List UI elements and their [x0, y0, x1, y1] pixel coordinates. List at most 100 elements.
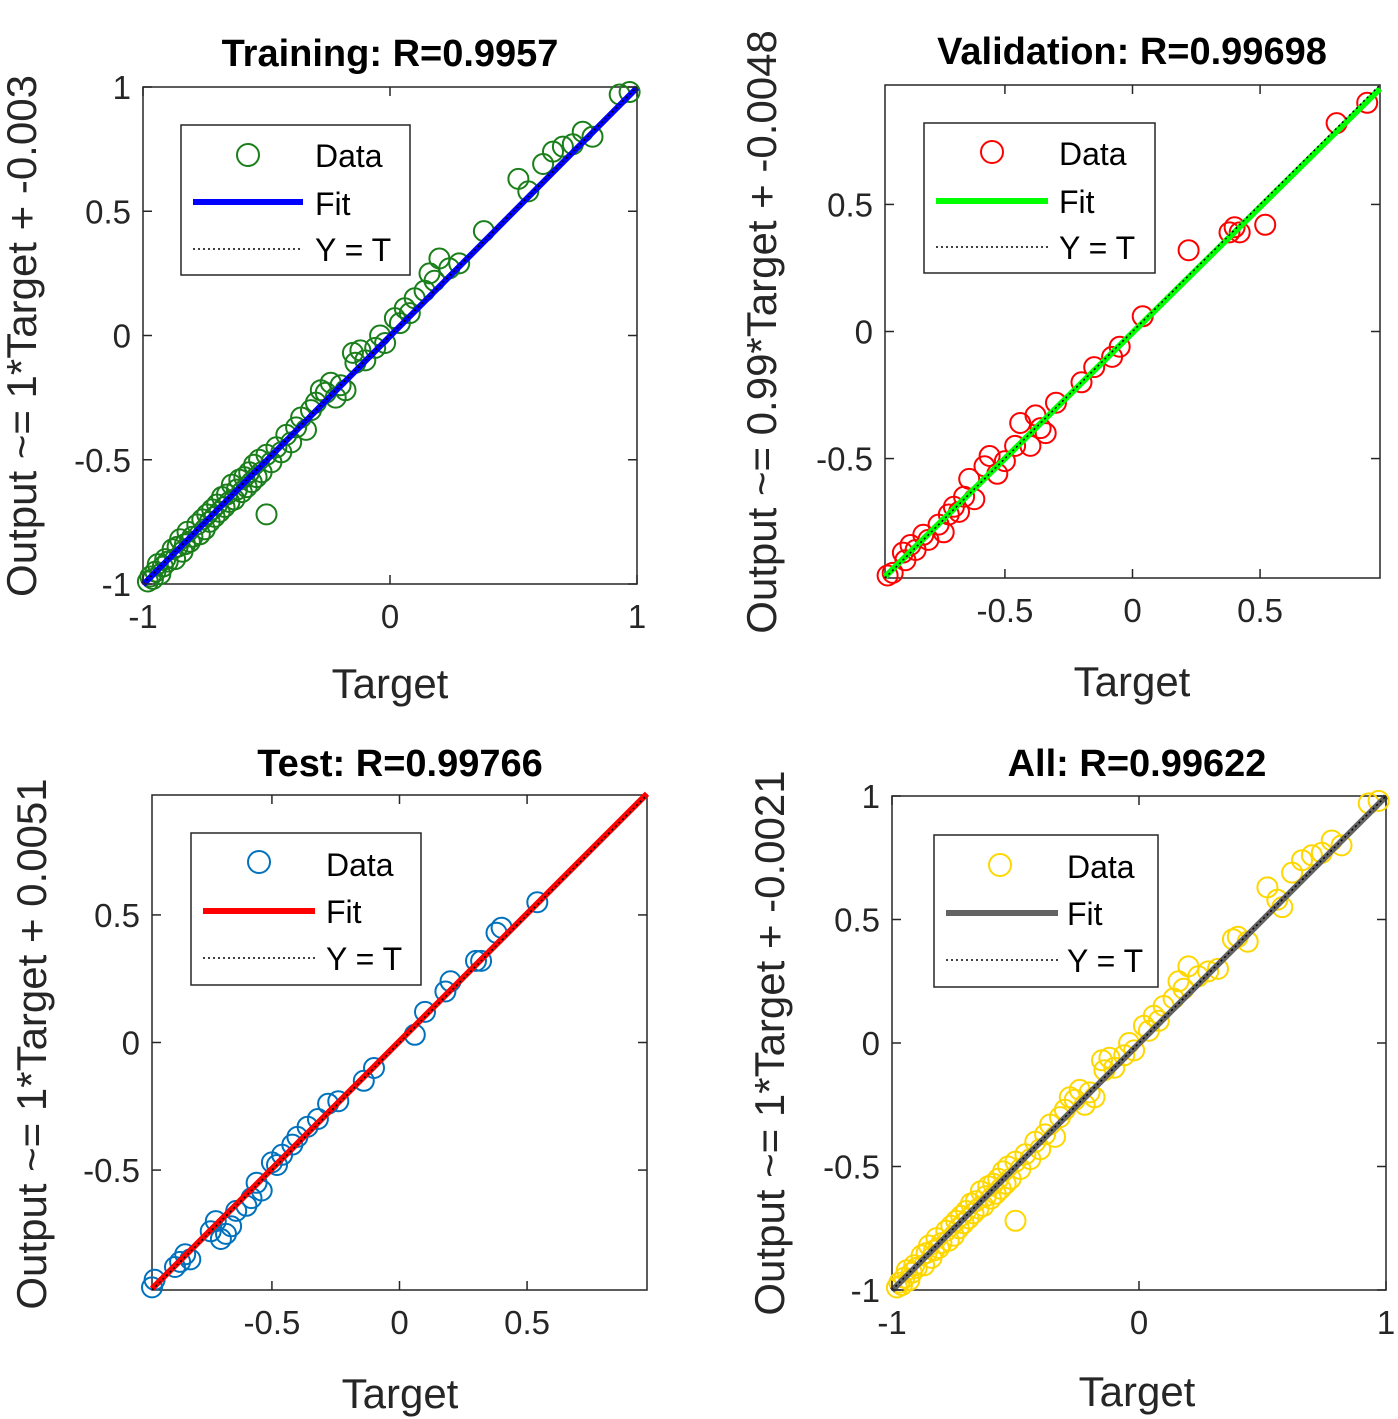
x-tick-marks — [1004, 85, 1261, 578]
data-point — [1070, 371, 1093, 394]
y-tick-label: -0.5 — [74, 442, 131, 479]
y-tick-label: 1 — [862, 778, 880, 815]
data-point — [349, 339, 372, 362]
x-tick-marks — [891, 796, 1387, 1290]
data-point — [876, 564, 899, 587]
data-point — [1029, 417, 1052, 440]
y-tick-marks — [143, 86, 637, 585]
x-axis-label: Target — [1079, 1368, 1196, 1415]
x-tick-marks — [142, 87, 638, 584]
data-point — [1223, 216, 1246, 239]
x-tick-label: -1 — [128, 598, 157, 635]
data-point — [1218, 221, 1241, 244]
y-tick-label: 0 — [855, 314, 873, 351]
data-point — [895, 1259, 918, 1282]
x-tick-label: 0 — [1130, 1304, 1148, 1341]
data-point — [1207, 957, 1229, 980]
data-point — [1197, 960, 1220, 983]
data-point — [225, 478, 248, 501]
y-axis-label: Output ~= 1*Target + -0.003 — [0, 75, 45, 597]
data-point — [1291, 849, 1313, 872]
data-point — [414, 1000, 436, 1023]
data-point — [329, 374, 352, 397]
legend-fit-label: Fit — [1067, 896, 1103, 932]
data-point — [465, 949, 487, 972]
panel-validation: Validation: R=0.99698 Output ~= 0.99*Tar… — [738, 30, 1383, 705]
x-tick-label: -0.5 — [243, 1304, 300, 1341]
x-tick-label: 0.5 — [1237, 592, 1283, 629]
data-point — [1034, 1123, 1057, 1146]
y-tick-marks — [885, 203, 1380, 460]
data-point — [881, 561, 904, 584]
data-point — [266, 1154, 288, 1176]
fit-line — [149, 791, 650, 1291]
data-point — [1113, 1044, 1136, 1067]
data-point — [398, 302, 421, 325]
data-point — [993, 450, 1016, 473]
panel-all: All: R=0.99622 Output ~= 1*Target + -0.0… — [746, 743, 1395, 1415]
x-tick-label: -1 — [877, 1304, 906, 1341]
data-point — [255, 503, 278, 526]
x-axis-label: Target — [342, 1370, 459, 1417]
data-point — [1330, 834, 1353, 857]
legend-data-label: Data — [315, 138, 383, 174]
data-point — [1049, 1106, 1071, 1129]
y-tick-label: 0 — [122, 1025, 140, 1062]
data-point — [1167, 970, 1190, 993]
data-point — [374, 332, 397, 354]
data-point — [581, 125, 604, 148]
x-tick-marks — [271, 795, 528, 1290]
legend: Data Fit Y = T — [180, 124, 411, 276]
data-point — [1083, 356, 1106, 379]
legend-data-marker — [236, 143, 260, 167]
legend-identity-label: Y = T — [1067, 943, 1143, 979]
y-axis-label: Output ~= 1*Target + -0.0021 — [746, 770, 793, 1315]
legend-data-marker — [247, 850, 271, 874]
y-tick-marks — [892, 795, 1386, 1291]
y-tick-label: 0.5 — [94, 897, 140, 934]
y-tick-label: -0.5 — [816, 441, 873, 478]
data-point — [1078, 1081, 1101, 1104]
chart-title: Training: R=0.9957 — [222, 33, 559, 75]
data-point — [958, 467, 981, 490]
x-tick-label: 0 — [381, 598, 399, 635]
data-point — [1098, 1046, 1121, 1069]
y-tick-label: 1 — [113, 69, 131, 106]
data-point — [1123, 1039, 1146, 1062]
data-point — [1004, 434, 1027, 457]
identity-line — [151, 794, 648, 1291]
y-tick-label: -1 — [851, 1272, 880, 1309]
legend-fit-label: Fit — [1059, 184, 1095, 220]
data-point — [364, 336, 387, 359]
legend-identity-label: Y = T — [315, 232, 391, 268]
y-tick-label: 0.5 — [827, 186, 873, 223]
data-point — [1254, 213, 1277, 236]
data-point — [470, 949, 493, 972]
data-point — [551, 135, 574, 158]
x-tick-label: 0 — [390, 1304, 408, 1341]
x-tick-label: 1 — [1377, 1304, 1395, 1341]
y-tick-marks — [152, 914, 647, 1171]
data-point — [923, 1239, 945, 1262]
data-point — [526, 891, 549, 914]
legend-identity-label: Y = T — [326, 941, 402, 977]
data-point — [1228, 221, 1251, 244]
legend: Data Fit Y = T — [923, 122, 1156, 274]
data-point — [285, 416, 308, 439]
legend-data-label: Data — [1059, 136, 1127, 172]
data-point — [1147, 1009, 1170, 1032]
data-point — [974, 1185, 997, 1208]
y-axis-label: Output ~= 0.99*Target + -0.0048 — [738, 30, 785, 634]
x-tick-label: 0.5 — [504, 1304, 550, 1341]
y-axis-label: Output ~= 1*Target + 0.0051 — [8, 778, 55, 1309]
y-tick-label: -0.5 — [83, 1152, 140, 1189]
data-point — [1356, 91, 1379, 114]
chart-title: Test: R=0.99766 — [257, 743, 543, 785]
data-point — [306, 1108, 329, 1130]
x-tick-label: 1 — [628, 598, 646, 635]
data-point — [448, 252, 471, 275]
data-point — [1108, 335, 1131, 358]
x-tick-label: 0 — [1123, 592, 1141, 629]
data-point — [418, 262, 441, 285]
